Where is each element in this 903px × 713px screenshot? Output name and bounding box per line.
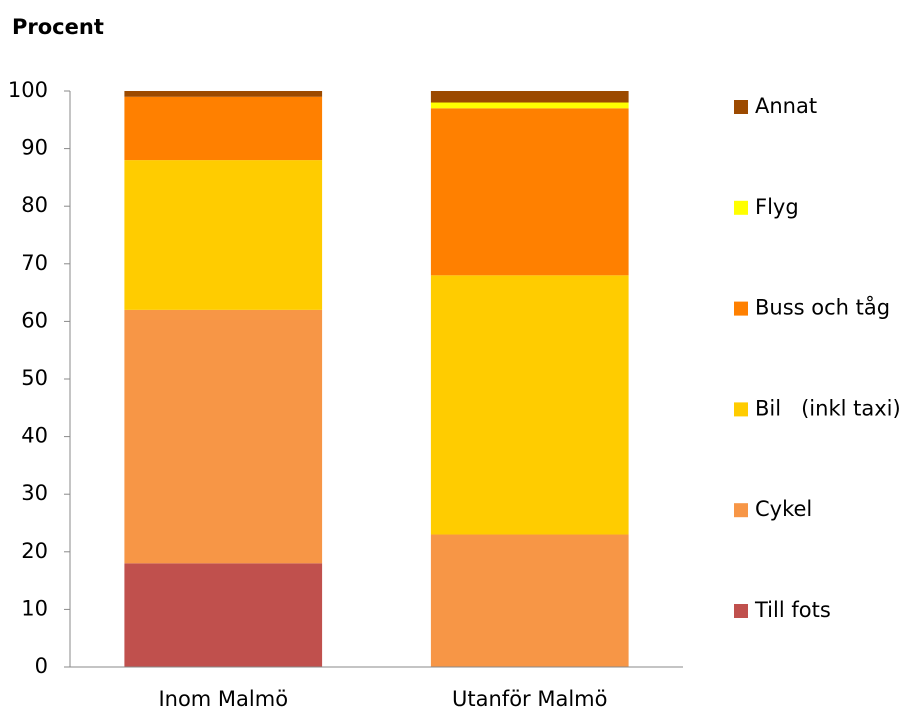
legend-label: Bil (inkl taxi): [755, 396, 901, 420]
bar-segment: [124, 91, 323, 97]
legend-label: Buss och tåg: [755, 295, 890, 320]
legend-label: Cykel: [755, 497, 812, 521]
y-tick-label: 10: [21, 596, 48, 620]
bar-segment: [124, 563, 323, 667]
bar-segment: [124, 160, 323, 310]
y-tick-label: 70: [21, 251, 48, 275]
legend-label: Till fots: [754, 598, 831, 622]
y-tick-label: 100: [8, 78, 48, 102]
bar-segment: [430, 91, 629, 103]
bar-segment: [430, 108, 629, 276]
y-tick-label: 50: [21, 366, 48, 390]
bar-segment: [430, 534, 629, 667]
legend-swatch: [734, 100, 748, 114]
y-tick-label: 30: [21, 481, 48, 505]
y-tick-label: 90: [21, 136, 48, 160]
bar-segment: [430, 102, 629, 109]
y-tick-label: 60: [21, 308, 48, 332]
legend-swatch: [734, 503, 748, 518]
legend-label: Annat: [755, 94, 817, 118]
y-tick-label: 20: [21, 539, 48, 563]
legend-swatch: [734, 301, 748, 316]
chart-title: Procent: [12, 15, 104, 39]
x-tick-label: Utanför Malmö: [452, 687, 607, 711]
bar-segment: [124, 309, 323, 564]
y-tick-label: 40: [21, 424, 48, 448]
legend-swatch: [734, 200, 748, 215]
y-tick-label: 0: [35, 654, 48, 678]
legend-swatch: [734, 402, 748, 417]
bar-segment: [124, 96, 323, 161]
legend-swatch: [734, 604, 748, 618]
bar-segment: [430, 275, 629, 535]
x-tick-label: Inom Malmö: [158, 687, 288, 711]
y-tick-label: 80: [21, 193, 48, 217]
legend-label: Flyg: [755, 195, 799, 219]
